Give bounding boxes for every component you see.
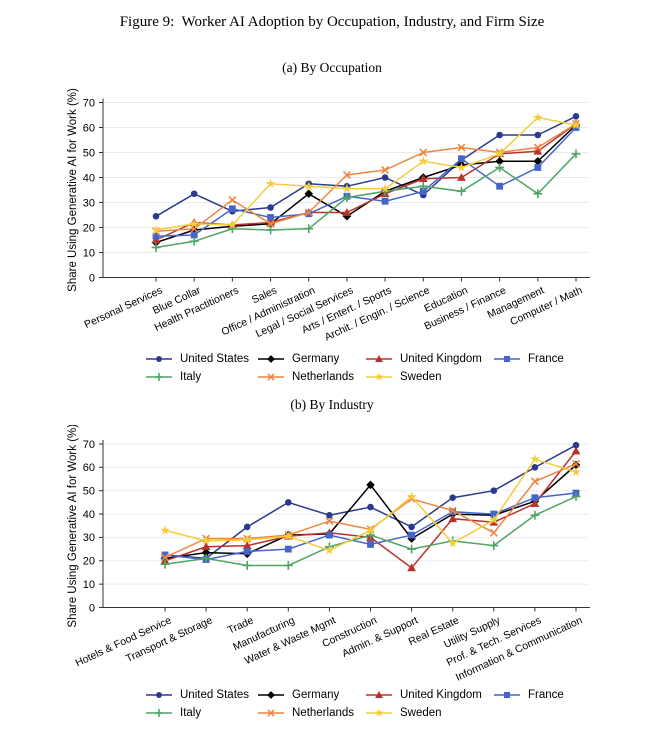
legend-item-netherlands: Netherlands xyxy=(258,706,354,720)
y-tick-label: 20 xyxy=(83,222,95,234)
plus-marker-swatch xyxy=(146,709,172,717)
axes: 0 10 20 30 40 50 60 70 xyxy=(83,439,590,614)
series-france xyxy=(152,124,580,240)
diamond-marker-swatch xyxy=(258,355,284,363)
legend-label: Netherlands xyxy=(292,371,355,383)
legend-label: Germany xyxy=(292,353,340,365)
y-tick-label: 10 xyxy=(83,247,95,259)
plus-marker-swatch xyxy=(146,373,172,381)
y-axis-title: Share Using Generative AI for Work (%) xyxy=(67,425,79,628)
star-marker-swatch xyxy=(366,372,392,381)
circle-marker-swatch xyxy=(146,356,172,362)
triangle-marker-swatch xyxy=(366,691,392,699)
legend-item-italy: Italy xyxy=(146,706,201,720)
legend-label: United Kingdom xyxy=(400,353,482,365)
legend-panel-a: United States Germany United Kingdom France… xyxy=(0,350,664,388)
legend-label: United States xyxy=(180,689,250,701)
y-tick-label: 40 xyxy=(83,509,95,521)
legend-label: United States xyxy=(180,353,250,365)
legend-item-sweden: Sweden xyxy=(366,370,442,384)
legend-label: Sweden xyxy=(400,707,442,719)
legend-label: Netherlands xyxy=(292,707,355,719)
series-italy xyxy=(151,149,581,252)
y-tick-label: 70 xyxy=(83,97,95,109)
panel-a-caption: (a) By Occupation xyxy=(282,60,382,75)
series-sweden xyxy=(160,454,581,555)
y-tick-label: 10 xyxy=(83,579,95,591)
legend-label: Sweden xyxy=(400,371,442,383)
y-tick-label: 50 xyxy=(83,147,95,159)
legend-item-germany: Germany xyxy=(258,352,339,366)
legend-label: France xyxy=(528,353,564,365)
legend-item-united-kingdom: United Kingdom xyxy=(366,688,482,702)
triangle-marker-swatch xyxy=(366,355,392,363)
legend-item-france: France xyxy=(494,352,564,366)
gridlines xyxy=(103,443,588,585)
legend-item-united-states: United States xyxy=(146,352,249,366)
occupation-line-chart: 0 10 20 30 40 50 60 70 Share Using Generative AI… xyxy=(67,88,590,344)
y-tick-label: 0 xyxy=(89,272,95,284)
y-tick-label: 60 xyxy=(83,122,95,134)
legend-panel-b: United States Germany United Kingdom France… xyxy=(0,686,664,724)
legend-item-france: France xyxy=(494,688,564,702)
legend-item-sweden: Sweden xyxy=(366,706,442,720)
y-tick-label: 20 xyxy=(83,556,95,568)
series-sweden xyxy=(151,112,581,235)
legend-label: Italy xyxy=(180,371,202,383)
square-marker-swatch xyxy=(494,355,520,363)
legend-item-netherlands: Netherlands xyxy=(258,370,354,384)
x-marker-swatch xyxy=(258,373,284,381)
y-tick-label: 30 xyxy=(83,197,95,209)
diamond-marker-swatch xyxy=(258,691,284,699)
legend-label: United Kingdom xyxy=(400,689,482,701)
legend-item-italy: Italy xyxy=(146,370,201,384)
y-tick-label: 50 xyxy=(83,486,95,498)
y-tick-label: 70 xyxy=(83,439,95,451)
legend-label: Italy xyxy=(180,707,202,719)
industry-line-chart: 0 10 20 30 40 50 60 70 Share Using Generative AI… xyxy=(67,425,590,683)
x-marker-swatch xyxy=(258,709,284,717)
legend-item-united-states: United States xyxy=(146,688,249,702)
figure-title: Figure 9: Worker AI Adoption by Occupati… xyxy=(119,14,545,30)
y-tick-label: 30 xyxy=(83,532,95,544)
legend-item-united-kingdom: United Kingdom xyxy=(366,352,482,366)
legend-item-germany: Germany xyxy=(258,688,339,702)
circle-marker-swatch xyxy=(146,692,172,698)
series-italy xyxy=(160,492,581,570)
axes: 0 10 20 30 40 50 60 70 xyxy=(83,97,590,284)
y-axis-title: Share Using Generative AI for Work (%) xyxy=(67,88,79,292)
panel-b-caption: (b) By Industry xyxy=(290,397,374,412)
y-tick-label: 40 xyxy=(83,172,95,184)
legend-label: Germany xyxy=(292,689,340,701)
legend-label: France xyxy=(528,689,564,701)
y-tick-label: 60 xyxy=(83,462,95,474)
square-marker-swatch xyxy=(494,691,520,699)
star-marker-swatch xyxy=(366,708,392,717)
y-tick-label: 0 xyxy=(89,602,95,614)
